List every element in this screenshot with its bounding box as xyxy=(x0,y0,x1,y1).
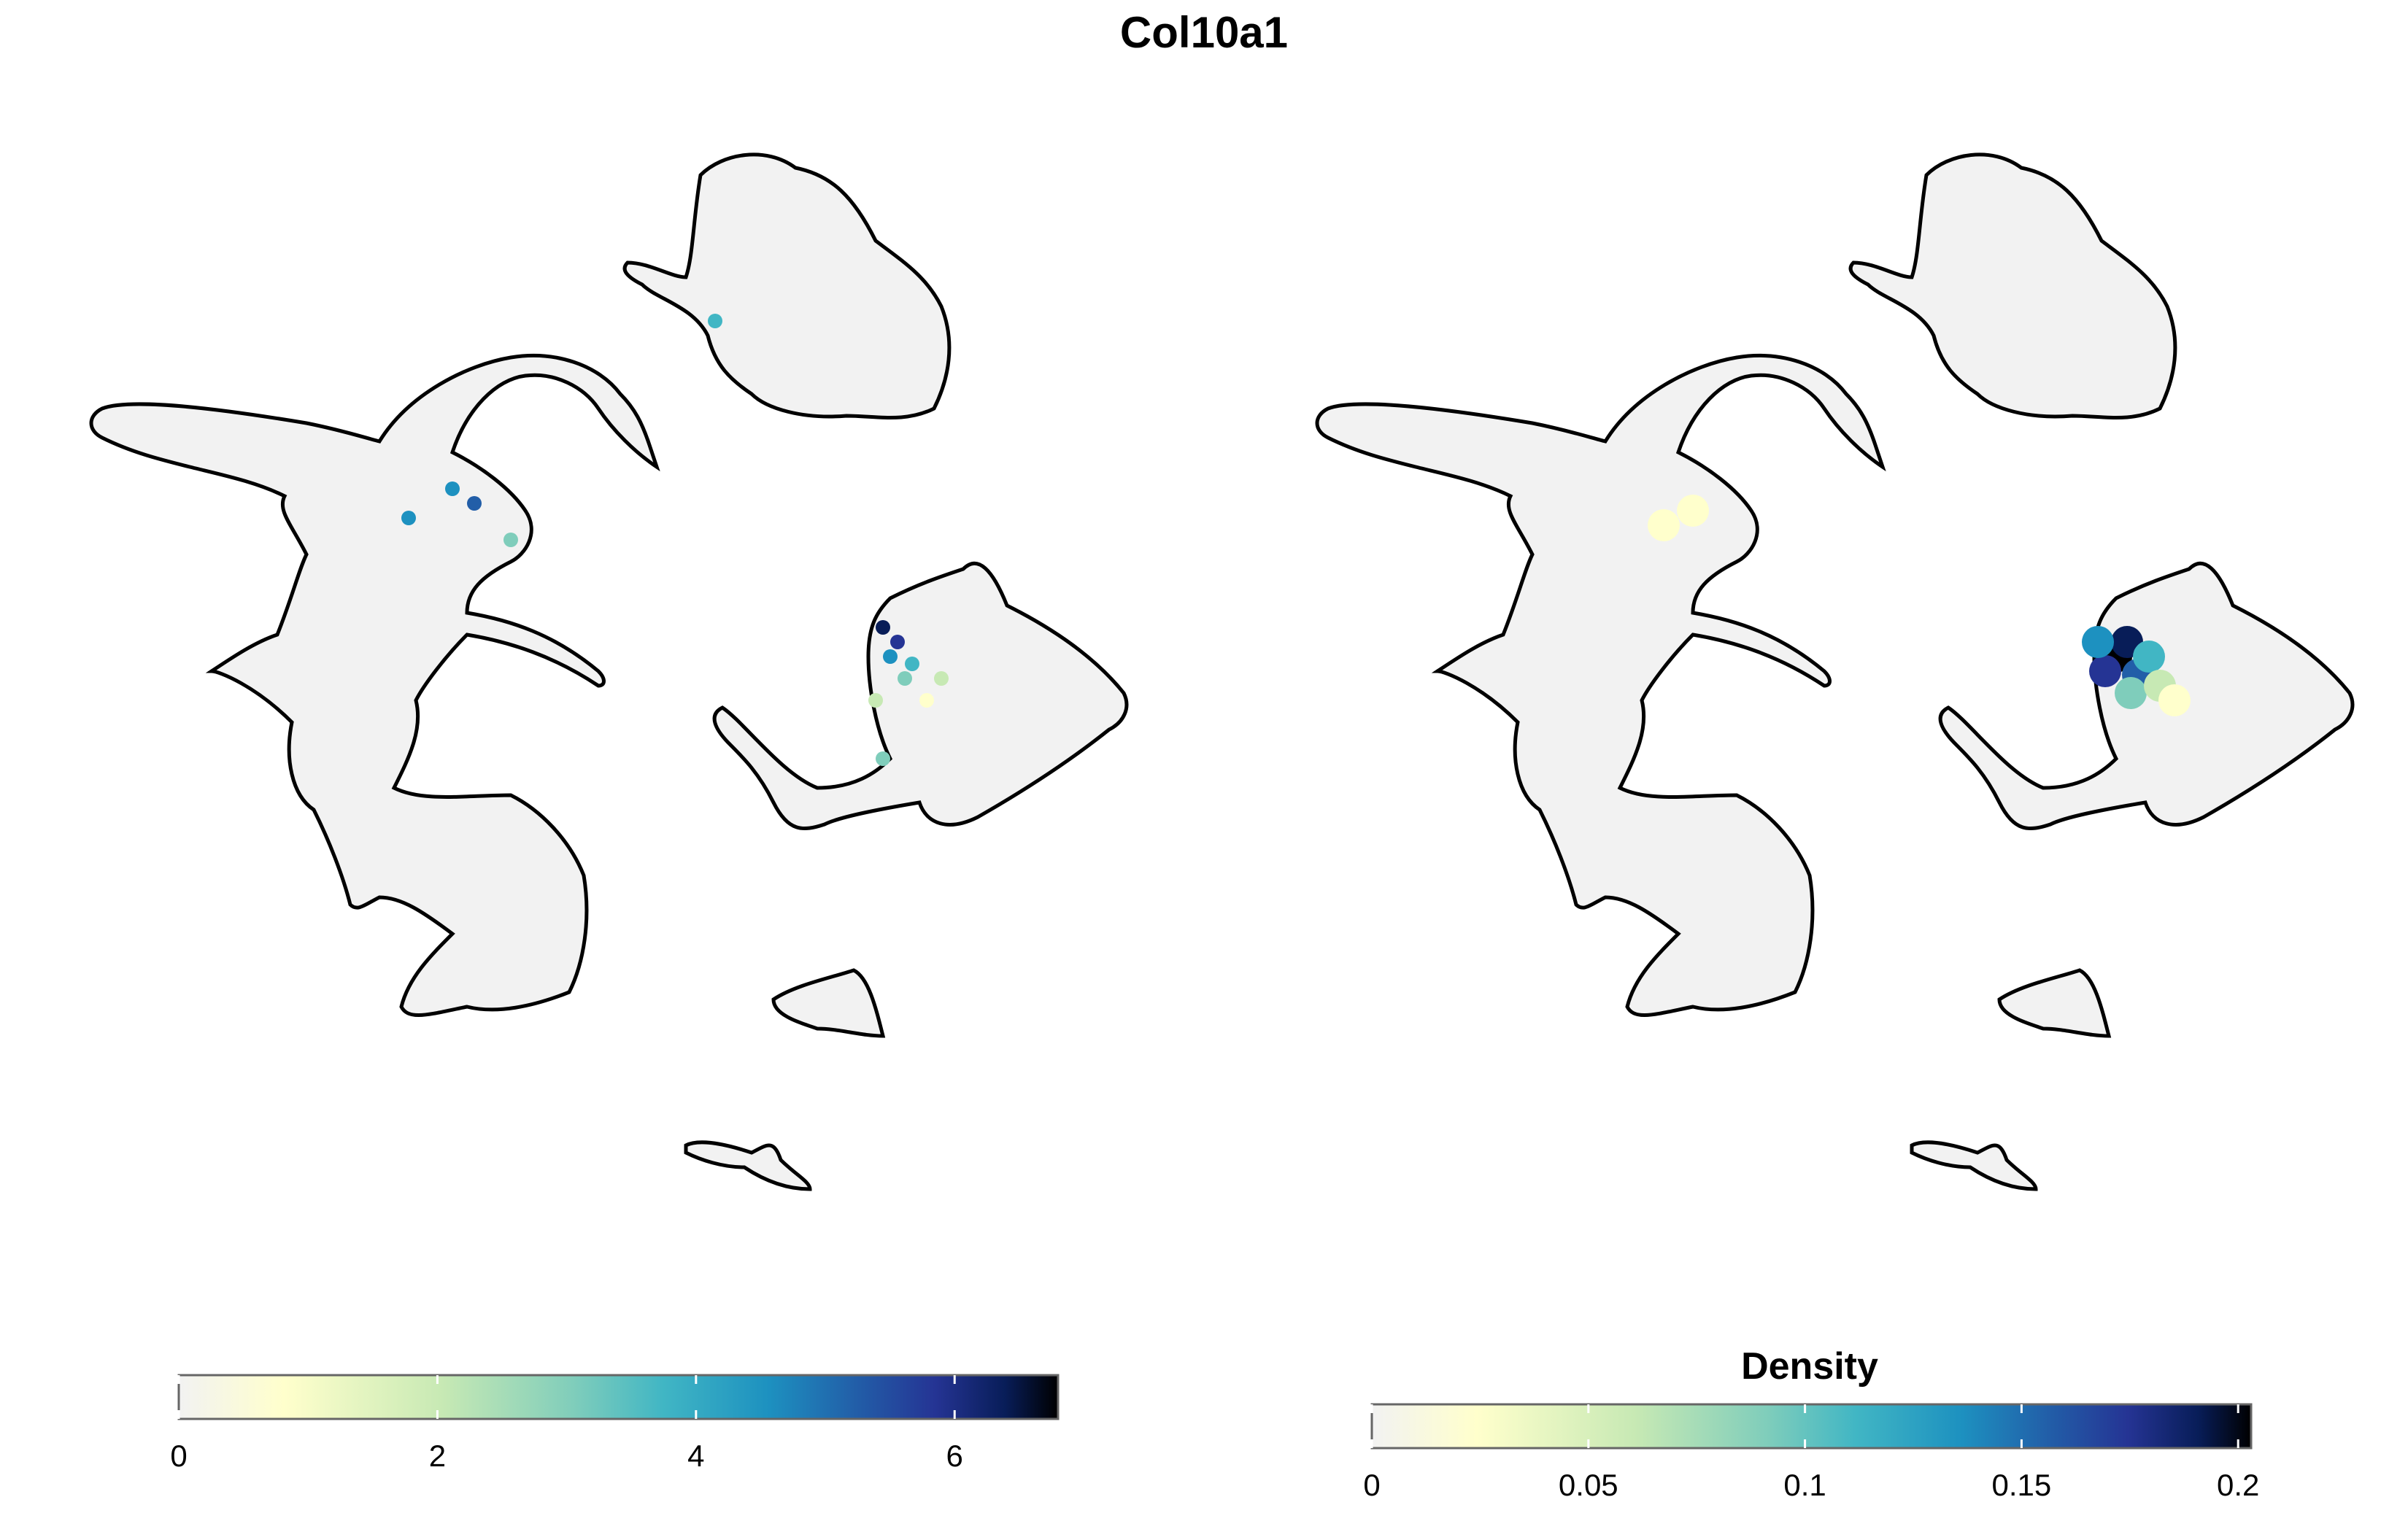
density-panel xyxy=(1317,155,2353,1189)
expression-cell xyxy=(868,693,883,708)
legend-tick-label: 2 xyxy=(429,1439,446,1473)
density-cell xyxy=(1648,509,1680,541)
legend-tick-label: 0 xyxy=(170,1439,187,1473)
expression-cell xyxy=(401,511,416,525)
density-cell xyxy=(2115,677,2147,709)
umap-cells-density xyxy=(1317,155,2353,1189)
legend-tick-label: 0.2 xyxy=(2217,1468,2259,1502)
expression-cell xyxy=(445,481,460,496)
density-cell xyxy=(2089,655,2121,687)
expression-cell xyxy=(919,693,934,708)
legend-tick-label: 0.1 xyxy=(1783,1468,1826,1502)
expression-cell xyxy=(467,496,482,511)
density-legend-title: Density xyxy=(1741,1345,1878,1388)
expression-cell xyxy=(503,533,518,547)
density-hotspots xyxy=(1648,495,2191,716)
expression-legend: 0 2 4 6 xyxy=(170,1374,1060,1473)
density-colorbar xyxy=(1370,1403,2253,1450)
expression-cell xyxy=(708,314,722,328)
density-cell xyxy=(1677,495,1709,527)
expression-cell xyxy=(883,649,898,664)
density-cell xyxy=(2133,641,2165,673)
expression-cell xyxy=(898,671,912,686)
expression-cell xyxy=(890,635,905,649)
density-legend: Density 0 0.05 0.1 0.15 0.2 xyxy=(1363,1345,2259,1502)
legend-tick-label: 6 xyxy=(946,1439,963,1473)
expression-legend-ticks: 0 2 4 6 xyxy=(170,1375,963,1473)
expression-panel xyxy=(91,155,1127,1189)
density-legend-ticks: 0 0.05 0.1 0.15 0.2 xyxy=(1363,1404,2259,1502)
density-cell xyxy=(2082,626,2114,658)
expression-cell xyxy=(905,657,919,671)
umap-cells-expression xyxy=(91,155,1127,1189)
expression-cell xyxy=(876,751,890,766)
legend-tick-label: 4 xyxy=(687,1439,704,1473)
density-cell xyxy=(2158,684,2191,716)
legend-tick-label: 0 xyxy=(1363,1468,1380,1502)
expression-cell xyxy=(934,671,949,686)
expression-colorbar xyxy=(177,1374,1060,1420)
chart-title: Col10a1 xyxy=(1120,8,1288,57)
legend-tick-label: 0.15 xyxy=(1992,1468,2052,1502)
expression-cell xyxy=(876,620,890,635)
expression-hotspots xyxy=(401,314,949,766)
legend-tick-label: 0.05 xyxy=(1559,1468,1618,1502)
